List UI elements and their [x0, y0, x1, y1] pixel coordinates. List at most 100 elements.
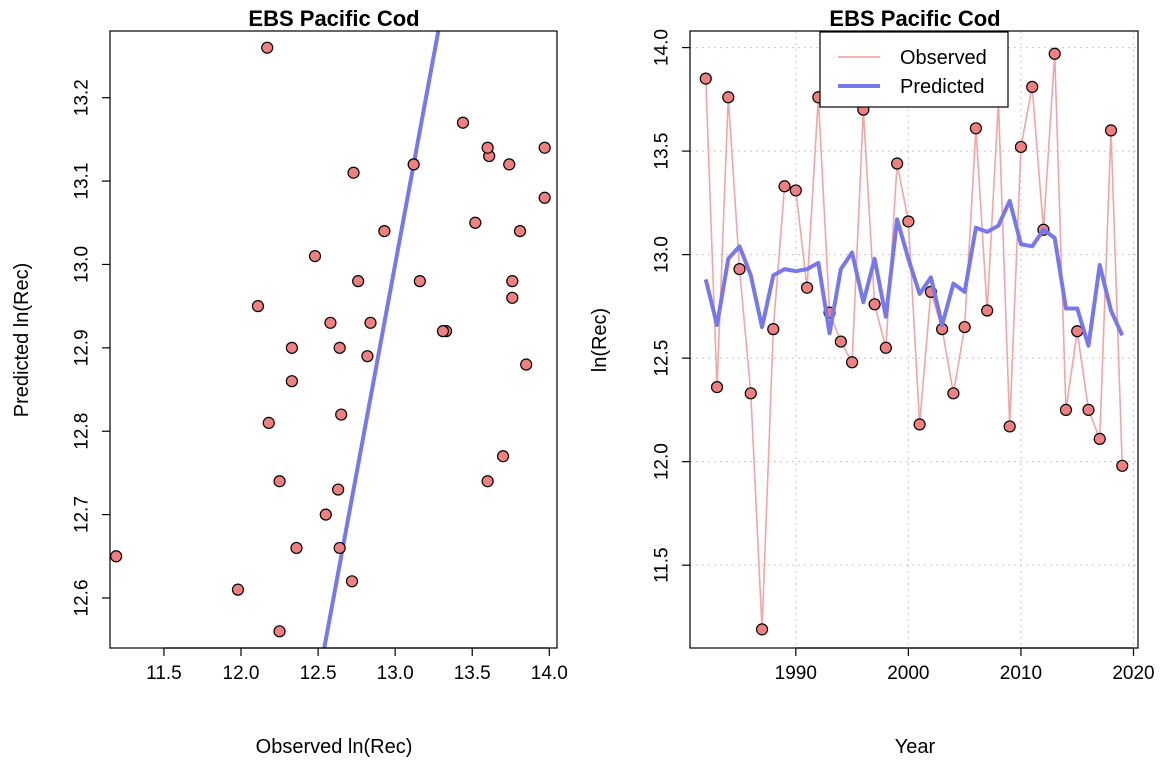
observed-point [1104, 124, 1118, 137]
scatter-point [332, 483, 345, 496]
y-tick-label: 14.0 [652, 29, 673, 66]
observed-point [733, 263, 746, 276]
observed-point [1093, 432, 1106, 445]
y-tick-label: 12.9 [72, 329, 93, 366]
x-tick-label: 14.0 [531, 663, 568, 684]
observed-point [800, 281, 814, 294]
x-tick-label: 12.5 [300, 663, 337, 684]
scatter-point [347, 166, 360, 179]
scatter-point [469, 216, 482, 229]
observed-point [1014, 140, 1028, 154]
right-chart-title: EBS Pacific Cod [829, 6, 1000, 31]
observed-point [744, 387, 757, 400]
scatter-point [364, 316, 377, 329]
y-tick-label: 12.7 [72, 496, 93, 533]
scatter-point [481, 475, 494, 488]
left-plot-frame [109, 30, 558, 649]
predicted-series-line [703, 198, 1125, 348]
observed-point [845, 356, 859, 369]
right-y-axis-label: ln(Rec) [589, 308, 611, 372]
observed-point [778, 180, 791, 193]
y-tick-label: 12.5 [652, 340, 673, 377]
observed-point [755, 623, 769, 636]
observed-point [699, 72, 712, 85]
y-tick-label: 12.6 [72, 579, 93, 616]
scatter-point [273, 475, 286, 488]
scatter-point [231, 583, 245, 596]
x-tick-label: 2000 [887, 663, 929, 684]
observed-point [902, 215, 915, 228]
x-tick-label: 12.0 [223, 663, 260, 684]
scatter-point [262, 416, 275, 429]
observed-point [969, 122, 983, 135]
scatter-point [506, 275, 519, 288]
observed-point [891, 157, 904, 170]
y-tick-label: 13.2 [72, 79, 93, 116]
legend-label: Observed [900, 47, 987, 69]
scatter-point [333, 341, 346, 354]
left-y-axis-label: Predicted ln(Rec) [11, 263, 33, 418]
observed-point [789, 184, 802, 197]
left-chart-title: EBS Pacific Cod [248, 6, 419, 31]
x-tick-label: 1990 [775, 663, 817, 684]
observed-point [958, 320, 971, 334]
observed-point [868, 298, 881, 311]
observed-point [722, 91, 735, 104]
scatter-point [481, 141, 494, 154]
scatter-point [436, 325, 450, 338]
observed-point [710, 381, 724, 394]
right-x-axis-label: Year [895, 736, 936, 758]
legend-label: Predicted [900, 76, 985, 98]
x-tick-label: 2010 [1000, 663, 1042, 684]
scatter-point [333, 541, 346, 555]
left-scatter-panel: EBS Pacific Cod 11.5 12.0 12.5 13.0 13.5 14.0… [11, 6, 568, 758]
y-tick-label: 13.5 [652, 133, 673, 170]
observed-point [913, 418, 926, 431]
scatter-point [513, 225, 527, 238]
scatter-point [520, 358, 533, 371]
scatter-point [361, 350, 374, 363]
scatter-point [324, 316, 337, 329]
scatter-point [352, 275, 365, 288]
left-plot-area: 11.5 12.0 12.5 13.0 13.5 14.0 12.6 12.7 12.8 12.9… [72, 30, 568, 684]
x-tick-label: 11.5 [146, 663, 182, 684]
observed-point [834, 335, 847, 348]
scatter-point [503, 158, 516, 171]
y-tick-label: 13.0 [72, 246, 93, 283]
right-plot-area: 1990 2000 2010 2020 11.5 12.0 12.5 13.0 13.5 14.0 [652, 29, 1155, 684]
scatter-point [538, 141, 551, 154]
y-tick-label: 11.5 [652, 547, 673, 583]
legend-box [819, 31, 1009, 108]
scatter-point [496, 450, 510, 463]
observed-point [1059, 403, 1073, 416]
x-tick-label: 2020 [1112, 663, 1154, 684]
x-tick-label: 13.0 [377, 663, 414, 684]
scatter-point [251, 300, 265, 313]
scatter-point [308, 250, 322, 263]
observed-point [947, 387, 960, 400]
scatter-point [378, 225, 391, 238]
observed-point [879, 341, 892, 354]
observed-point [1003, 420, 1016, 433]
scatter-point [407, 158, 420, 171]
scatter-point [538, 191, 551, 204]
y-tick-label: 12.8 [72, 413, 93, 450]
observed-point [981, 304, 994, 317]
scatter-point [110, 550, 123, 563]
legend: Observed Predicted [819, 31, 1009, 108]
observed-point [1082, 403, 1095, 416]
observed-point [767, 323, 780, 336]
scatter-point [506, 291, 519, 304]
right-plot-frame [689, 30, 1139, 649]
right-timeseries-panel: EBS Pacific Cod 1990 2000 2010 2020 11.5 12.0… [589, 6, 1155, 758]
scatter-point [285, 375, 298, 388]
y-tick-label: 12.0 [652, 443, 673, 480]
scatter-point [335, 408, 348, 421]
x-tick-label: 13.5 [454, 663, 491, 684]
scatter-point [273, 625, 286, 638]
y-tick-label: 13.0 [652, 236, 673, 273]
scatter-point [413, 275, 426, 288]
observed-point [1026, 80, 1039, 94]
scatter-point [261, 41, 274, 54]
scatter-point [319, 508, 332, 521]
